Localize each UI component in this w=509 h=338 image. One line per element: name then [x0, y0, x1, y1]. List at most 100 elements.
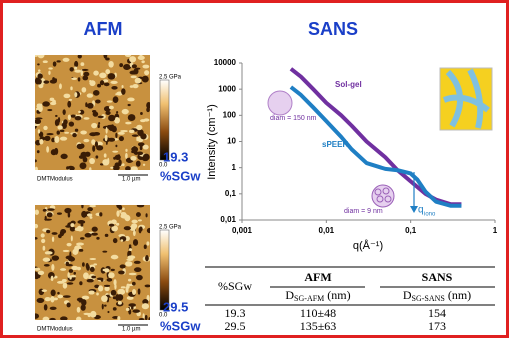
- texture-spot: [122, 163, 125, 167]
- texture-spot: [56, 60, 61, 63]
- texture-spot: [144, 70, 150, 76]
- texture-spot: [47, 108, 53, 112]
- texture-spot: [123, 64, 132, 70]
- texture-spot: [127, 103, 131, 107]
- texture-spot: [50, 289, 56, 297]
- texture-spot: [89, 205, 97, 208]
- texture-spot: [123, 226, 131, 231]
- texture-spot: [66, 264, 73, 267]
- texture-spot: [120, 129, 128, 133]
- texture-spot: [48, 70, 51, 75]
- texture-spot: [83, 138, 90, 143]
- texture-spot: [112, 96, 119, 104]
- texture-spot: [43, 80, 50, 84]
- texture-spot: [59, 83, 62, 90]
- texture-spot: [56, 280, 65, 284]
- texture-spot: [43, 125, 48, 131]
- texture-spot: [51, 137, 56, 143]
- texture-spot: [50, 101, 57, 106]
- texture-spot: [111, 219, 117, 225]
- texture-spot: [131, 223, 138, 229]
- texture-spot: [62, 109, 66, 115]
- texture-spot: [132, 229, 136, 237]
- texture-spot: [119, 63, 124, 68]
- subheader-part: SG-AFM: [294, 294, 324, 303]
- table-cell: 19.3: [225, 306, 246, 320]
- texture-spot: [77, 77, 81, 82]
- texture-spot: [116, 111, 119, 114]
- texture-spot: [86, 213, 93, 217]
- texture-spot: [115, 144, 118, 148]
- texture-spot: [44, 135, 51, 141]
- texture-spot: [127, 255, 136, 260]
- texture-spot: [118, 270, 125, 275]
- series-label: Sol-gel: [335, 80, 362, 89]
- texture-spot: [103, 55, 108, 59]
- texture-spot: [141, 60, 145, 64]
- texture-spot: [91, 275, 97, 279]
- texture-spot: [112, 307, 117, 311]
- texture-spot: [83, 117, 90, 120]
- table-header: AFM: [304, 270, 331, 284]
- texture-spot: [49, 97, 55, 102]
- texture-spot: [125, 307, 130, 311]
- texture-spot: [103, 153, 107, 158]
- texture-spot: [88, 290, 95, 295]
- texture-spot: [99, 212, 103, 217]
- texture-spot: [137, 55, 145, 61]
- texture-spot: [54, 136, 60, 143]
- texture-spot: [35, 209, 39, 215]
- texture-spot: [128, 303, 136, 307]
- texture-spot: [112, 150, 119, 153]
- texture-spot: [56, 212, 62, 215]
- texture-spot: [74, 60, 79, 68]
- texture-spot: [74, 128, 79, 132]
- texture-spot: [52, 61, 57, 67]
- texture-spot: [59, 268, 67, 271]
- texture-spot: [43, 304, 48, 311]
- texture-spot: [136, 124, 143, 131]
- texture-spot: [41, 289, 48, 293]
- afm-panels: 2.5 GPa 0.0 DMTModulus 1.0 µm 19.3 %SGw 2.5 GP…: [35, 55, 201, 333]
- texture-spot: [35, 159, 37, 163]
- texture-spot: [67, 212, 71, 218]
- annotation: iono: [424, 212, 436, 218]
- texture-spot: [136, 205, 145, 208]
- texture-spot: [35, 118, 42, 124]
- texture-spot: [108, 60, 114, 68]
- texture-spot: [39, 138, 44, 145]
- texture-spot: [133, 68, 139, 75]
- texture-spot: [66, 242, 72, 247]
- sgw-value: 29.5: [163, 299, 188, 314]
- texture-spot: [59, 136, 68, 141]
- sgw-unit: %SGw: [160, 168, 201, 183]
- texture-spot: [42, 60, 48, 64]
- texture-spot: [37, 129, 41, 134]
- texture-spot: [127, 278, 132, 282]
- texture-spot: [131, 281, 136, 286]
- texture-spot: [77, 55, 82, 59]
- texture-spot: [113, 279, 117, 286]
- texture-spot: [74, 69, 82, 73]
- texture-spot: [142, 313, 145, 320]
- texture-spot: [125, 148, 128, 152]
- texture-spot: [104, 268, 110, 273]
- texture-spot: [38, 83, 44, 89]
- texture-spot: [74, 115, 82, 121]
- texture-spot: [148, 317, 150, 320]
- texture-spot: [91, 122, 98, 129]
- texture-spot: [137, 142, 145, 147]
- texture-spot: [49, 317, 56, 320]
- texture-spot: [36, 150, 40, 154]
- texture-spot: [128, 309, 132, 315]
- texture-spot: [94, 141, 99, 148]
- texture-spot: [104, 286, 110, 292]
- texture-spot: [81, 87, 87, 93]
- texture-spot: [73, 271, 76, 275]
- texture-spot: [79, 281, 83, 286]
- texture-spot: [71, 265, 79, 271]
- afm-texture: [35, 205, 150, 320]
- texture-spot: [103, 284, 111, 288]
- texture-spot: [37, 63, 40, 66]
